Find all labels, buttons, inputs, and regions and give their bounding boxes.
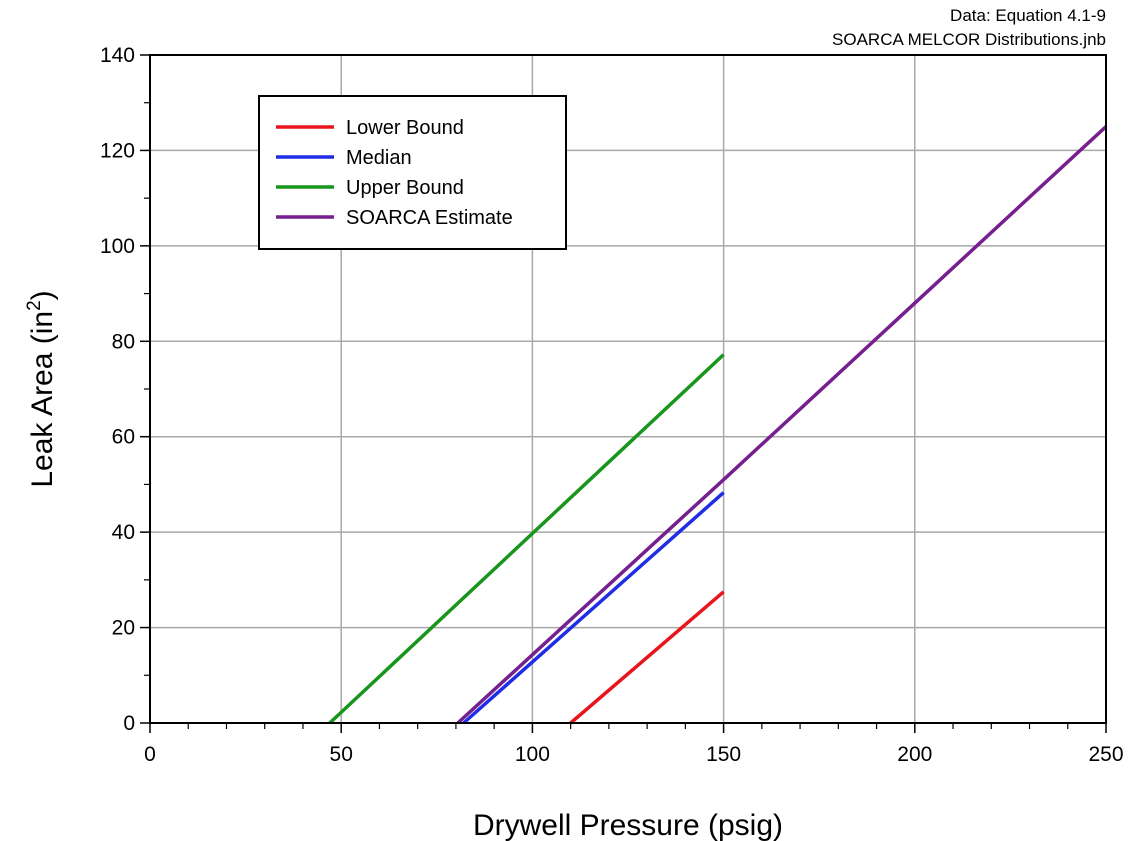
y-tick-label: 100 — [100, 235, 135, 258]
legend-label-upper-bound: Upper Bound — [346, 177, 464, 199]
series-lines — [328, 125, 1108, 725]
series-line-lower-bound — [569, 590, 725, 725]
series-line-upper-bound — [328, 353, 725, 725]
y-tick-label: 60 — [112, 426, 135, 449]
y-tick-label: 120 — [100, 139, 135, 162]
legend-label-soarca-estimate: SOARCA Estimate — [346, 207, 513, 229]
legend: Lower Bound Median Upper Bound SOARCA Estim… — [258, 95, 567, 250]
legend-box — [258, 95, 567, 250]
y-tick-label: 40 — [112, 521, 135, 544]
x-tick-label: 200 — [897, 743, 932, 766]
series-line-soarca-estimate — [456, 125, 1108, 725]
data-file-note: SOARCA MELCOR Distributions.jnb — [832, 30, 1106, 49]
x-tick-label: 100 — [515, 743, 550, 766]
data-source-note: Data: Equation 4.1-9 — [950, 6, 1106, 25]
legend-label-median: Median — [346, 147, 412, 169]
x-tick-label: 0 — [144, 743, 156, 766]
y-axis-title: Leak Area (in2) — [24, 290, 59, 487]
y-tick-label: 80 — [112, 330, 135, 353]
x-tick-label: 250 — [1088, 743, 1123, 766]
tick-marks — [140, 54, 1107, 733]
y-tick-label: 140 — [100, 44, 135, 67]
legend-label-lower-bound: Lower Bound — [346, 117, 464, 139]
y-tick-label: 20 — [112, 617, 135, 640]
x-tick-label: 150 — [706, 743, 741, 766]
x-axis-title: Drywell Pressure (psig) — [473, 809, 783, 841]
y-tick-label: 0 — [123, 712, 135, 735]
tick-labels: 0 50 100 150 200 250 0 20 40 60 80 100 120 140 — [100, 44, 1124, 766]
series-line-median — [462, 491, 725, 725]
x-tick-label: 50 — [330, 743, 353, 766]
